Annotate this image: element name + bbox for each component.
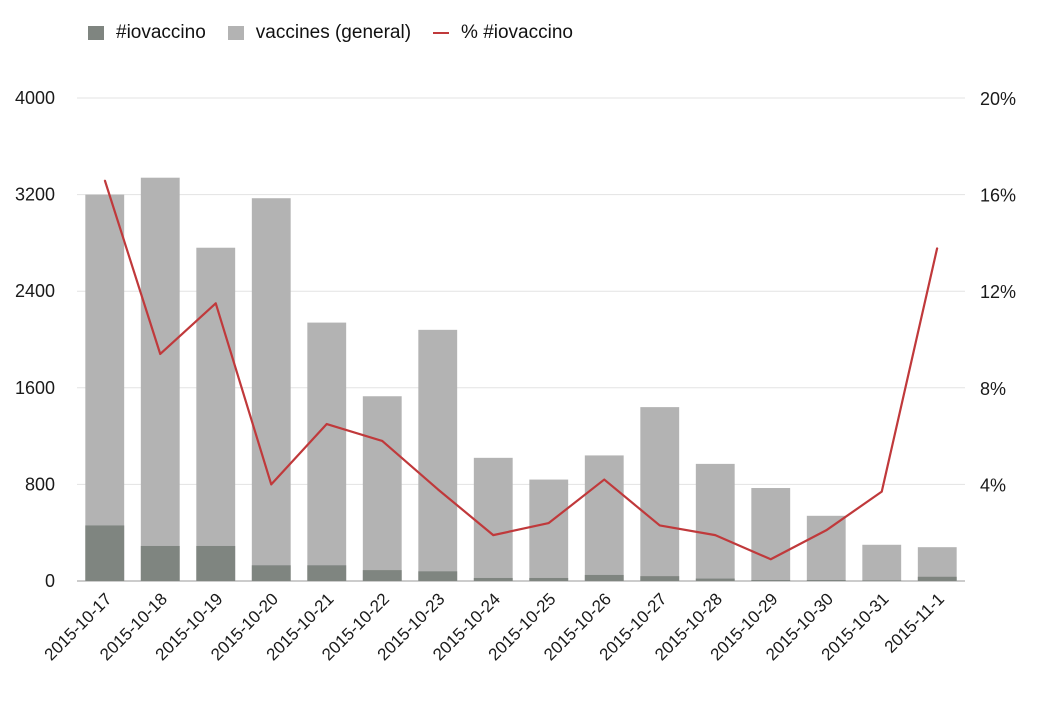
point-percent-iovaccino (659, 524, 661, 526)
point-percent-iovaccino (492, 534, 494, 536)
bar-iovaccino (917, 576, 957, 581)
legend-item-iovaccino: #iovaccino (88, 22, 206, 44)
bar-vaccines-general (307, 322, 347, 581)
y2-tick-label: 12% (980, 282, 1016, 302)
bar-vaccines-general (529, 479, 569, 581)
bar-vaccines-general (695, 463, 735, 581)
y2-tick-label: 16% (980, 186, 1016, 206)
chart-legend: #iovaccino vaccines (general) % #iovacci… (88, 22, 595, 44)
bar-vaccines-general (751, 488, 791, 581)
bar-iovaccino (862, 580, 902, 581)
point-percent-iovaccino (770, 558, 772, 560)
y-tick-label: 3200 (15, 185, 55, 205)
bar-vaccines-general (251, 198, 291, 581)
point-percent-iovaccino (714, 534, 716, 536)
point-percent-iovaccino (603, 479, 605, 481)
y-tick-label: 2400 (15, 281, 55, 301)
y-tick-label: 1600 (15, 378, 55, 398)
bar-iovaccino (806, 580, 846, 581)
bar-vaccines-general (917, 547, 957, 581)
bar-iovaccino (529, 577, 569, 581)
bar-iovaccino (751, 580, 791, 581)
bar-vaccines-general (140, 177, 180, 581)
bar-vaccines-general (640, 407, 680, 581)
point-percent-iovaccino (881, 491, 883, 493)
legend-swatch-vaccines-general (227, 26, 244, 40)
bar-vaccines-general (806, 515, 846, 581)
point-percent-iovaccino (437, 488, 439, 490)
bar-iovaccino (196, 545, 236, 581)
bar-vaccines-general (418, 329, 458, 581)
bar-iovaccino (362, 570, 402, 581)
bar-iovaccino (640, 576, 680, 581)
legend-item-percent-iovaccino: % #iovaccino (433, 22, 573, 44)
y-tick-label: 800 (25, 474, 55, 494)
bar-iovaccino (85, 525, 125, 581)
y2-tick-label: 4% (980, 475, 1006, 495)
line-percent-iovaccino (103, 179, 939, 561)
bar-iovaccino (140, 545, 180, 581)
bar-vaccines-general (85, 194, 125, 581)
bar-vaccines-general (473, 457, 513, 581)
y2-tick-label: 8% (980, 379, 1006, 399)
bar-iovaccino (251, 565, 291, 581)
point-percent-iovaccino (381, 440, 383, 442)
bar-iovaccino (473, 577, 513, 581)
legend-label-vaccines-general: vaccines (general) (255, 22, 412, 43)
point-percent-iovaccino (825, 529, 827, 531)
legend-swatch-iovaccino (88, 26, 104, 40)
point-percent-iovaccino (326, 423, 328, 425)
y-tick-label: 0 (45, 571, 55, 591)
bar-iovaccino (695, 578, 735, 581)
bar-vaccines-general (362, 396, 402, 581)
legend-swatch-percent-iovaccino (433, 32, 450, 34)
y2-tick-label: 20% (980, 89, 1016, 109)
point-percent-iovaccino (215, 302, 217, 304)
point-percent-iovaccino (548, 522, 550, 524)
y-tick-label: 4000 (15, 88, 55, 108)
point-percent-iovaccino (104, 179, 106, 181)
bar-vaccines-general (584, 455, 624, 581)
point-percent-iovaccino (159, 353, 161, 355)
bar-iovaccino (418, 571, 458, 581)
legend-item-vaccines-general: vaccines (general) (227, 22, 412, 44)
point-percent-iovaccino (936, 247, 938, 249)
x-tick-label: 2015-11-1 (881, 589, 948, 656)
legend-label-iovaccino: #iovaccino (116, 22, 206, 43)
bar-iovaccino (584, 574, 624, 581)
point-percent-iovaccino (270, 483, 272, 485)
bar-vaccines-general (862, 544, 902, 581)
bar-iovaccino (307, 565, 347, 581)
legend-label-percent-iovaccino: % #iovaccino (461, 22, 573, 43)
bar-vaccines-general (196, 247, 236, 582)
